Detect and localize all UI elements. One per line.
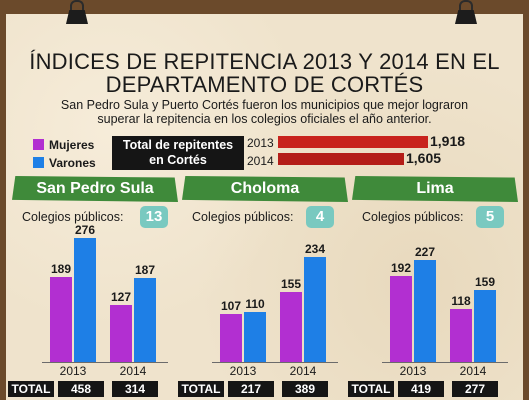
bar-label-varones-2013: 110 [245, 297, 265, 311]
total-label: TOTAL [348, 381, 394, 397]
schools-label: Colegios públicos: [192, 210, 294, 224]
bar-mujeres-2014 [450, 309, 472, 362]
dept-total-bar-2014 [278, 153, 404, 165]
bar-label-varones-2014: 159 [474, 275, 496, 289]
legend-swatch-mujeres [33, 139, 44, 150]
x-tick-label-2013: 2013 [399, 364, 427, 378]
bar-label-mujeres-2013: 189 [50, 262, 72, 276]
bar-label-mujeres-2014: 118 [451, 294, 471, 308]
schools-label: Colegios públicos: [22, 210, 124, 224]
subtitle-line2: superar la repitencia en los colegios of… [97, 112, 432, 126]
bar-label-mujeres-2014: 155 [280, 277, 302, 291]
total-box-line1: Total de repitentes [122, 138, 234, 152]
panel-choloma: Choloma Colegios públicos: 4 [182, 176, 348, 400]
bar-varones-2013 [414, 260, 436, 362]
x-tick-label-2013: 2013 [229, 364, 257, 378]
total-repitentes-box: Total de repitentes en Cortés [112, 136, 244, 170]
page-title-line1: ÍNDICES DE REPITENCIA 2013 Y 2014 EN EL [29, 49, 500, 74]
bar-mujeres-2013 [220, 314, 242, 362]
legend-label-varones: Varones [49, 156, 96, 170]
dept-total-value-2014: 1,605 [406, 150, 442, 166]
binder-clip-left-icon [66, 0, 88, 26]
bar-label-mujeres-2013: 107 [220, 299, 242, 313]
total-box-line2: en Cortés [149, 153, 207, 167]
binder-clip-right-icon [455, 0, 477, 26]
total-value-2013: 217 [228, 381, 274, 397]
x-tick-label-2013: 2013 [59, 364, 87, 378]
bar-label-varones-2014: 234 [304, 242, 326, 256]
x-tick-label-2014: 2014 [459, 364, 487, 378]
panel-title: San Pedro Sula [12, 176, 178, 202]
total-value-2014: 314 [112, 381, 158, 397]
bar-label-mujeres-2014: 127 [110, 290, 132, 304]
dept-year-2014: 2014 [247, 154, 274, 168]
panel-san-pedro-sula: San Pedro Sula Colegios públicos: 13 [12, 176, 178, 400]
legend-label-mujeres: Mujeres [49, 138, 95, 152]
schools-label: Colegios públicos: [362, 210, 464, 224]
bar-varones-2014 [474, 290, 496, 362]
total-value-2013: 458 [58, 381, 104, 397]
total-label: TOTAL [8, 381, 54, 397]
total-value-2014: 277 [452, 381, 498, 397]
bar-mujeres-2013 [390, 276, 412, 362]
chart-baseline [382, 362, 508, 363]
bar-varones-2014 [134, 278, 156, 362]
bar-label-varones-2013: 227 [414, 245, 436, 259]
panel-title: Choloma [182, 176, 348, 202]
bar-varones-2013 [244, 312, 266, 362]
bar-label-mujeres-2013: 192 [390, 261, 412, 275]
total-value-2014: 389 [282, 381, 328, 397]
bar-label-varones-2014: 187 [134, 263, 156, 277]
schools-count-badge: 5 [476, 206, 504, 228]
panel-title: Lima [352, 176, 518, 202]
schools-count-badge: 4 [306, 206, 334, 228]
legend-mujeres: Mujeres [33, 138, 94, 152]
dept-total-value-2013: 1,918 [430, 133, 466, 149]
bar-varones-2014 [304, 257, 326, 362]
total-label: TOTAL [178, 381, 224, 397]
panel-lima: Lima Colegios públicos: 5 [352, 176, 518, 400]
schools-count-badge: 13 [140, 206, 168, 228]
chart-baseline [42, 362, 168, 363]
chart-baseline [212, 362, 338, 363]
subtitle-line1: San Pedro Sula y Puerto Cortés fueron lo… [60, 98, 469, 112]
bar-mujeres-2013 [50, 277, 72, 362]
legend-swatch-varones [33, 157, 44, 168]
page-title-line2: DEPARTAMENTO DE CORTÉS [105, 72, 424, 97]
total-value-2013: 419 [398, 381, 444, 397]
legend-varones: Varones [33, 156, 96, 170]
bar-mujeres-2014 [280, 292, 302, 362]
bar-mujeres-2014 [110, 305, 132, 362]
bar-varones-2013 [74, 238, 96, 362]
x-tick-label-2014: 2014 [119, 364, 147, 378]
bar-label-varones-2013: 276 [74, 223, 96, 237]
x-tick-label-2014: 2014 [289, 364, 317, 378]
dept-year-2013: 2013 [247, 136, 274, 150]
dept-total-bar-2013 [278, 136, 428, 148]
